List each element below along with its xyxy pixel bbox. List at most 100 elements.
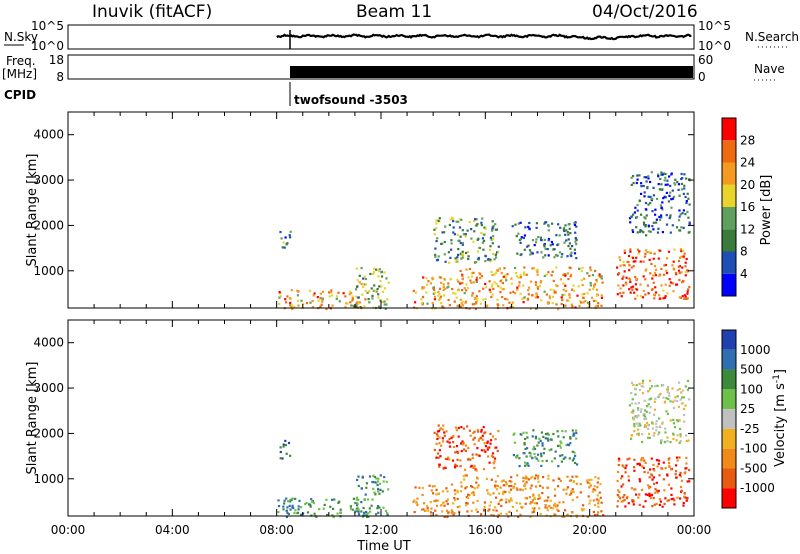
- scatter-point: [624, 471, 627, 474]
- scatter-point: [456, 450, 459, 453]
- scatter-point: [595, 280, 598, 283]
- scatter-point: [459, 282, 462, 285]
- scatter-point: [600, 304, 603, 307]
- scatter-point: [515, 271, 518, 275]
- nsky-left-tick-bottom: 10^0: [31, 39, 64, 53]
- scatter-point: [550, 460, 554, 463]
- scatter-point: [462, 443, 465, 446]
- scatter-point: [377, 293, 380, 296]
- scatter-point: [678, 215, 681, 218]
- scatter-point: [687, 231, 690, 234]
- scatter-point: [653, 503, 656, 506]
- scatter-point: [562, 282, 565, 285]
- scatter-point: [632, 175, 635, 178]
- scatter-point: [645, 405, 649, 408]
- scatter-point: [533, 507, 536, 510]
- scatter-point: [379, 482, 382, 485]
- scatter-point: [415, 501, 418, 505]
- scatter-point: [657, 394, 661, 398]
- scatter-point: [456, 256, 459, 259]
- colorbar-swatch: [722, 207, 736, 230]
- scatter-point: [661, 173, 664, 176]
- scatter-point: [310, 498, 313, 501]
- scatter-point: [581, 293, 584, 296]
- scatter-point: [588, 288, 591, 291]
- scatter-point: [443, 278, 446, 281]
- scatter-point: [448, 458, 451, 461]
- scatter-point: [482, 233, 485, 236]
- scatter-point: [469, 279, 472, 282]
- scatter-point: [370, 504, 373, 507]
- scatter-point: [551, 302, 554, 305]
- scatter-point: [643, 176, 646, 179]
- scatter-point: [658, 274, 661, 277]
- scatter-point: [571, 288, 574, 291]
- scatter-point: [297, 299, 300, 302]
- colorbar-tick-label: 500: [740, 363, 763, 377]
- scatter-point: [519, 433, 522, 436]
- scatter-point: [442, 289, 445, 292]
- scatter-point: [278, 302, 281, 306]
- scatter-point: [328, 295, 331, 298]
- scatter-point: [445, 430, 448, 433]
- scatter-point: [532, 429, 535, 432]
- scatter-point: [682, 280, 685, 283]
- scatter-point: [493, 446, 496, 449]
- scatter-point: [673, 503, 676, 506]
- scatter-point: [556, 254, 559, 257]
- scatter-point: [567, 238, 570, 241]
- scatter-point: [483, 442, 486, 445]
- scatter-point: [497, 430, 500, 433]
- scatter-point: [632, 503, 635, 506]
- scatter-point: [452, 434, 455, 437]
- scatter-point: [686, 192, 689, 195]
- scatter-point: [628, 288, 631, 291]
- scatter-point: [566, 475, 569, 478]
- scatter-point: [292, 506, 295, 510]
- scatter-point: [279, 446, 282, 449]
- scatter-point: [488, 288, 491, 291]
- scatter-point: [465, 251, 468, 255]
- scatter-point: [512, 487, 515, 490]
- x-axis-label: Time UT: [356, 539, 410, 554]
- scatter-point: [471, 456, 474, 459]
- scatter-point: [632, 383, 635, 386]
- scatter-point: [667, 499, 670, 502]
- scatter-point: [573, 252, 577, 255]
- scatter-point: [355, 498, 358, 501]
- scatter-point: [653, 432, 656, 435]
- scatter-point: [594, 489, 597, 492]
- scatter-point: [561, 515, 564, 518]
- scatter-point: [300, 299, 303, 302]
- scatter-point: [558, 444, 561, 447]
- scatter-point: [460, 257, 463, 260]
- scatter-point: [633, 466, 636, 469]
- scatter-point: [433, 291, 437, 294]
- scatter-point: [635, 181, 638, 185]
- scatter-point: [531, 499, 534, 502]
- scatter-point: [627, 475, 630, 478]
- scatter-point: [685, 456, 688, 459]
- scatter-point: [644, 224, 647, 227]
- scatter-point: [529, 455, 532, 458]
- scatter-point: [369, 272, 372, 276]
- scatter-point: [431, 301, 434, 305]
- scatter-point: [527, 478, 530, 481]
- scatter-point: [547, 239, 550, 242]
- scatter-point: [518, 284, 521, 287]
- scatter-point: [481, 434, 484, 437]
- scatter-point: [531, 511, 534, 514]
- scatter-point: [643, 413, 646, 416]
- scatter-point: [555, 234, 558, 237]
- scatter-point: [505, 501, 508, 504]
- scatter-point: [289, 236, 292, 239]
- scatter-point: [643, 216, 646, 219]
- scatter-point: [659, 442, 663, 445]
- scatter-point: [651, 197, 654, 200]
- scatter-point: [642, 466, 645, 469]
- scatter-point: [683, 413, 686, 417]
- scatter-point: [565, 239, 568, 242]
- scatter-point: [651, 225, 654, 228]
- scatter-point: [282, 508, 285, 511]
- scatter-point: [426, 507, 429, 510]
